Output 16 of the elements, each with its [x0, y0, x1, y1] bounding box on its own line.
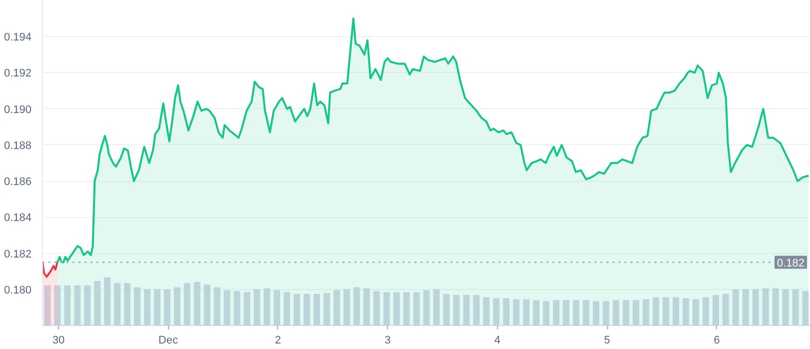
- x-tick-label: 30: [52, 334, 65, 346]
- x-tick-label: 6: [714, 334, 720, 346]
- y-tick-label: 0.184: [4, 212, 32, 224]
- x-tick-label: 5: [604, 334, 610, 346]
- y-tick-label: 0.186: [4, 176, 32, 188]
- y-tick-label: 0.188: [4, 140, 32, 152]
- ref-line-label: 0.182: [776, 257, 805, 270]
- y-tick-label: 0.180: [4, 284, 32, 296]
- x-tick-label: 2: [274, 334, 281, 346]
- y-tick-label: 0.194: [4, 32, 32, 44]
- y-tick-label: 0.190: [4, 104, 32, 116]
- y-tick-label: 0.182: [4, 248, 32, 260]
- x-tick-label: 4: [494, 334, 500, 346]
- x-tick-label: 3: [384, 334, 391, 346]
- y-tick-label: 0.192: [4, 68, 32, 80]
- x-tick-label: Dec: [158, 334, 178, 346]
